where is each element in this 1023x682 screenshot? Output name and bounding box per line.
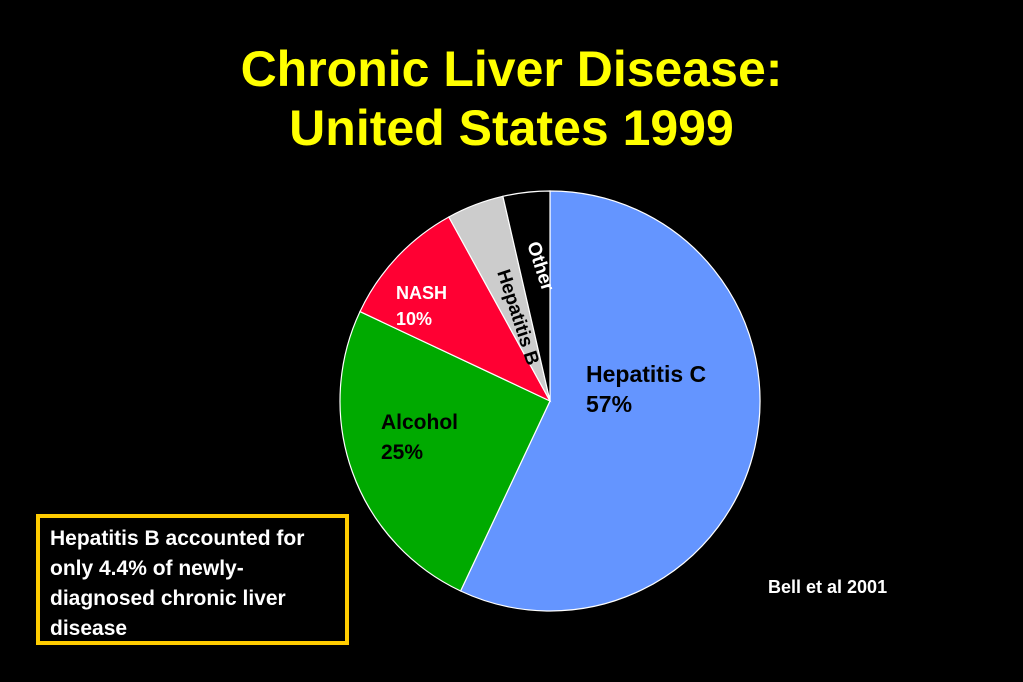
note-text: Hepatitis B accounted for only 4.4% of n…: [50, 527, 305, 640]
slice-name-hepatitis-c: Hepatitis C: [586, 361, 706, 387]
slide-title-line-1: Chronic Liver Disease:: [240, 41, 783, 97]
slice-label-nash: NASH 10%: [396, 283, 447, 329]
pie-slice-alcohol: [339, 310, 551, 592]
pie-slice-other: [502, 190, 551, 402]
slice-name-alcohol: Alcohol: [381, 411, 458, 434]
slice-label-alcohol: Alcohol 25%: [381, 411, 458, 464]
slice-value-alcohol: 25%: [381, 441, 423, 464]
slice-value-nash: 10%: [396, 309, 432, 329]
slice-label-hepatitis-c: Hepatitis C 57%: [586, 361, 706, 417]
note-box: Hepatitis B accounted for only 4.4% of n…: [36, 514, 349, 645]
pie-slice-nash: [359, 216, 552, 403]
slice-name-nash: NASH: [396, 283, 447, 303]
slide-title-line-2: United States 1999: [289, 100, 734, 156]
slice-value-hepatitis-c: 57%: [586, 391, 632, 417]
citation: Bell et al 2001: [768, 577, 888, 597]
pie-slice-hepatitis-c: [459, 190, 761, 612]
